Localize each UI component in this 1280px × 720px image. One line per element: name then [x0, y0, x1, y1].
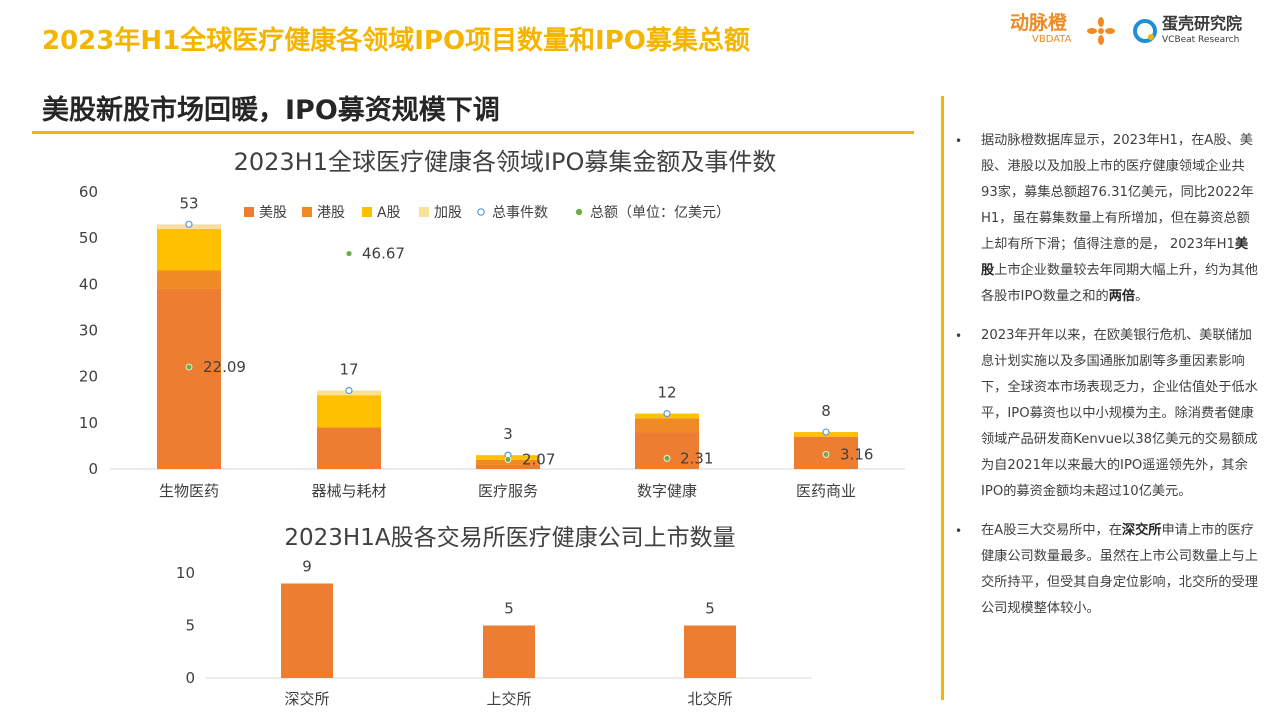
legend-label: A股 — [377, 205, 401, 221]
bar-segment — [157, 270, 221, 289]
amount-marker — [185, 363, 193, 371]
data-label: 9 — [302, 558, 312, 576]
amount-label: 2.31 — [680, 449, 713, 467]
total-label: 53 — [179, 194, 198, 212]
bar — [684, 625, 736, 678]
legend-label: 加股 — [434, 205, 462, 221]
notes-panel: • 据动脉橙数据库显示，2023年H1，在A股、美股、港股以及加股上市的医疗健康领… — [955, 128, 1260, 635]
vcbeat-egg-icon — [1133, 19, 1157, 43]
note-item: • 据动脉橙数据库显示，2023年H1，在A股、美股、港股以及加股上市的医疗健康领… — [955, 128, 1260, 310]
amount-marker — [822, 451, 830, 458]
y-tick-label: 10 — [176, 564, 195, 582]
amount-label: 2.07 — [522, 450, 555, 468]
legend-label: 总额（单位：亿美元） — [590, 205, 730, 221]
vbdata-name: 动脉橙 — [1010, 12, 1068, 34]
charts: 2023H1全球医疗健康各领域IPO募集金额及事件数0102030405060生… — [79, 148, 905, 708]
legend-swatch — [477, 208, 485, 216]
bar-segment — [635, 432, 699, 469]
bullet-icon: • — [955, 134, 963, 148]
y-tick-label: 5 — [185, 617, 195, 635]
y-tick-label: 20 — [79, 368, 98, 386]
x-tick-label: 医药商业 — [796, 482, 856, 500]
note-bold: 两倍 — [1108, 289, 1136, 304]
total-label: 17 — [339, 361, 358, 379]
y-tick-label: 0 — [88, 460, 98, 478]
total-marker — [822, 428, 830, 436]
y-tick-label: 50 — [79, 229, 98, 247]
note-text: 2023年开年以来，在欧美银行危机、美联储加息计划实施以及多国通胀加剧等多重因素… — [981, 328, 1258, 499]
total-marker — [185, 220, 193, 228]
note-text: 据动脉橙数据库显示，2023年H1，在A股、美股、港股以及加股上市的医疗健康领域… — [981, 133, 1254, 252]
x-tick-label: 北交所 — [687, 690, 732, 708]
vbdata-sub: VBDATA — [1032, 34, 1072, 45]
note-text: 上市企业数量较去年同期大幅上升，约为其他各股市IPO数量之和的 — [981, 263, 1258, 304]
chart-title: 2023H1全球医疗健康各领域IPO募集金额及事件数 — [234, 148, 777, 176]
y-tick-label: 60 — [79, 183, 98, 201]
x-tick-label: 深交所 — [284, 690, 329, 708]
note-item: • 在A股三大交易所中，在深交所申请上市的医疗健康公司数量最多。虽然在上市公司数量… — [955, 518, 1260, 622]
note-text: 。 — [1135, 289, 1149, 304]
note-bold: 深交所 — [1121, 523, 1162, 538]
divider-line — [941, 96, 944, 700]
x-tick-label: 数字健康 — [637, 482, 697, 500]
x-tick-label: 生物医药 — [159, 482, 219, 500]
amount-marker — [663, 454, 671, 462]
legend-swatch — [244, 207, 254, 217]
y-tick-label: 10 — [79, 414, 98, 432]
total-label: 12 — [657, 384, 676, 402]
amount-label: 22.09 — [203, 358, 246, 376]
y-tick-label: 40 — [79, 275, 98, 293]
vcbeat-name: 蛋壳研究院 — [1162, 14, 1243, 33]
vcbeat-logo: 蛋壳研究院 VCBeat Research — [1132, 14, 1242, 46]
vcbeat-sub: VCBeat Research — [1162, 35, 1240, 45]
x-tick-label: 上交所 — [486, 690, 531, 708]
bar-segment — [157, 228, 221, 271]
legend-swatch — [302, 207, 312, 217]
amount-marker — [345, 250, 353, 257]
y-tick-label: 0 — [185, 669, 195, 687]
legend-label: 美股 — [259, 205, 287, 221]
legend-label: 总事件数 — [492, 205, 548, 221]
amount-marker — [504, 456, 512, 463]
legend-swatch — [419, 207, 429, 217]
y-tick-label: 30 — [79, 322, 98, 340]
x-tick-label: 器械与耗材 — [311, 482, 386, 500]
vbdata-logo: 动脉橙 VBDATA — [1010, 12, 1115, 46]
vbdata-flower-icon — [1087, 17, 1115, 45]
total-marker — [345, 386, 353, 395]
page-title: 2023年H1全球医疗健康各领域IPO项目数量和IPO募集总额 — [42, 26, 750, 56]
x-tick-label: 医疗服务 — [478, 482, 538, 500]
note-text: 申请上市的医疗健康公司数量最多。虽然在上市公司数量上与上交所持平，但受其自身定位… — [981, 523, 1258, 616]
total-marker — [663, 410, 671, 418]
bar-segment — [476, 464, 540, 469]
bar-segment — [317, 427, 381, 469]
data-label: 5 — [504, 600, 514, 618]
bar-segment — [317, 395, 381, 428]
bar — [281, 583, 333, 678]
note-item: • 2023年开年以来，在欧美银行危机、美联储加息计划实施以及多国通胀加剧等多重因… — [955, 323, 1260, 505]
amount-label: 3.16 — [840, 445, 873, 463]
data-label: 5 — [705, 600, 715, 618]
chart-title: 2023H1A股各交易所医疗健康公司上市数量 — [284, 525, 735, 551]
note-text: 在A股三大交易所中，在 — [981, 523, 1122, 538]
bar-segment — [157, 288, 221, 469]
amount-label: 46.67 — [362, 245, 405, 263]
note-bold: 美股 — [981, 237, 1249, 278]
section-subtitle: 美股新股市场回暖，IPO募资规模下调 — [42, 95, 500, 126]
legend-swatch — [575, 208, 583, 216]
total-label: 3 — [503, 425, 513, 443]
legend-swatch — [362, 207, 372, 217]
bullet-icon: • — [955, 329, 963, 343]
total-label: 8 — [821, 402, 831, 420]
bullet-icon: • — [955, 524, 963, 538]
bar-segment — [635, 418, 699, 433]
legend-label: 港股 — [317, 205, 345, 221]
logo-area: 动脉橙 VBDATA 蛋壳研究院 VCBeat Research — [1010, 12, 1260, 52]
subtitle-underline — [32, 131, 914, 134]
bar — [483, 625, 535, 678]
